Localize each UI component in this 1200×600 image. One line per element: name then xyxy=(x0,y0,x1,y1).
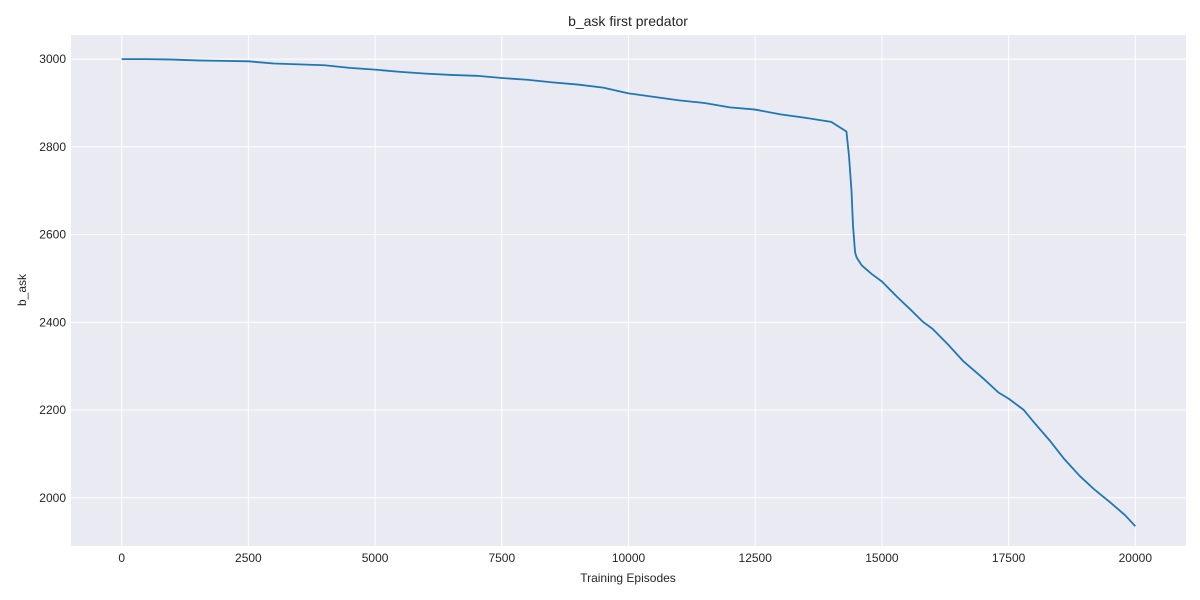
x-tick-label: 2500 xyxy=(235,551,262,565)
x-axis-label: Training Episodes xyxy=(580,571,676,585)
series-line xyxy=(121,58,1136,527)
y-tick-label: 2600 xyxy=(39,228,66,242)
x-tick-label: 7500 xyxy=(488,551,515,565)
y-tick-label: 3000 xyxy=(39,52,66,66)
y-axis-label: b_ask xyxy=(15,273,29,306)
x-tick-label: 20000 xyxy=(1119,551,1153,565)
x-tick-label: 10000 xyxy=(612,551,646,565)
x-tick-label: 15000 xyxy=(865,551,899,565)
x-tick-label: 5000 xyxy=(362,551,389,565)
y-tick-label: 2800 xyxy=(39,140,66,154)
chart-title: b_ask first predator xyxy=(568,13,688,29)
x-tick-label: 0 xyxy=(118,551,125,565)
grid xyxy=(71,35,1186,546)
y-tick-label: 2200 xyxy=(39,403,66,417)
y-tick-label: 2000 xyxy=(39,491,66,505)
x-tick-label: 17500 xyxy=(992,551,1026,565)
tick-labels: 0 2500 5000 7500 10000 12500 15000 17500 20000 20… xyxy=(39,52,1152,565)
x-tick-label: 12500 xyxy=(739,551,773,565)
y-tick-label: 2400 xyxy=(39,315,66,329)
